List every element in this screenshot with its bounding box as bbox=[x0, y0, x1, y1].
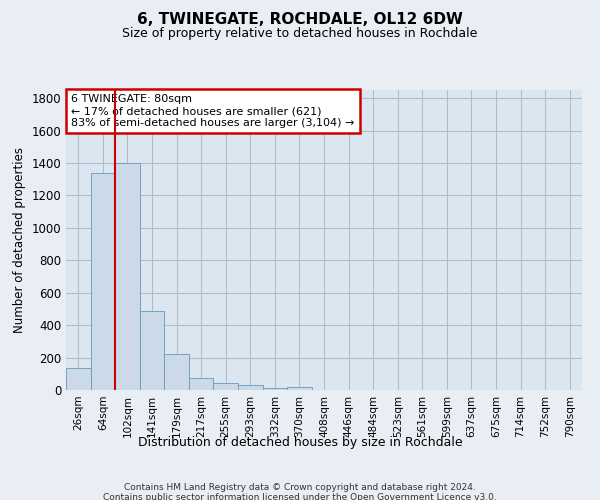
Text: Contains HM Land Registry data © Crown copyright and database right 2024.
Contai: Contains HM Land Registry data © Crown c… bbox=[103, 482, 497, 500]
Bar bbox=[66, 368, 91, 390]
Text: 6 TWINEGATE: 80sqm
← 17% of detached houses are smaller (621)
83% of semi-detach: 6 TWINEGATE: 80sqm ← 17% of detached hou… bbox=[71, 94, 355, 128]
Bar bbox=[115, 163, 140, 390]
Text: 6, TWINEGATE, ROCHDALE, OL12 6DW: 6, TWINEGATE, ROCHDALE, OL12 6DW bbox=[137, 12, 463, 28]
Bar bbox=[287, 387, 312, 390]
Bar bbox=[238, 386, 263, 390]
Bar bbox=[91, 172, 115, 390]
Bar bbox=[214, 382, 238, 390]
Bar bbox=[189, 378, 214, 390]
Text: Distribution of detached houses by size in Rochdale: Distribution of detached houses by size … bbox=[137, 436, 463, 449]
Y-axis label: Number of detached properties: Number of detached properties bbox=[13, 147, 26, 333]
Bar bbox=[140, 310, 164, 390]
Bar bbox=[164, 354, 189, 390]
Text: Size of property relative to detached houses in Rochdale: Size of property relative to detached ho… bbox=[122, 28, 478, 40]
Bar bbox=[263, 388, 287, 390]
